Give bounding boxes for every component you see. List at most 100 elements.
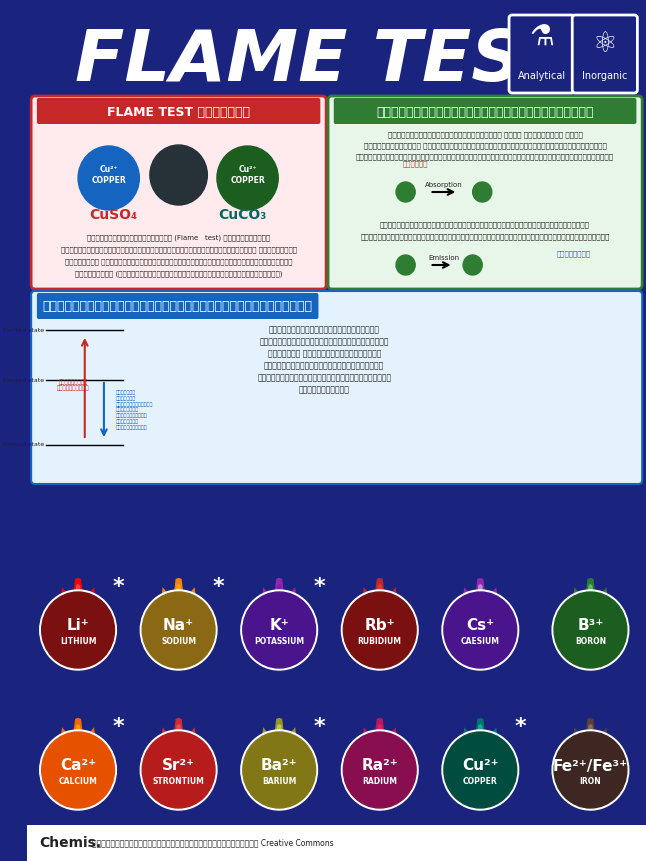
Circle shape — [442, 730, 519, 810]
Circle shape — [554, 592, 627, 668]
Circle shape — [342, 730, 418, 810]
Circle shape — [150, 145, 207, 205]
Polygon shape — [176, 596, 181, 620]
Text: ⚗: ⚗ — [529, 24, 554, 52]
Text: ⚛: ⚛ — [592, 30, 618, 58]
Circle shape — [344, 592, 416, 668]
Text: เมื่ออะตอมที่ได้รับพลังงาน เช่น จากการเผา หรือ: เมื่ออะตอมที่ได้รับพลังงาน เช่น จากการเผ… — [388, 132, 583, 139]
Circle shape — [554, 732, 627, 808]
Text: SODIUM: SODIUM — [161, 637, 196, 647]
Text: IRON: IRON — [579, 777, 601, 786]
Circle shape — [41, 592, 114, 668]
FancyBboxPatch shape — [27, 0, 646, 861]
FancyBboxPatch shape — [509, 15, 574, 93]
Polygon shape — [362, 587, 376, 620]
Polygon shape — [60, 587, 74, 620]
Polygon shape — [585, 584, 596, 620]
Text: *: * — [313, 717, 325, 737]
Polygon shape — [172, 724, 185, 759]
Circle shape — [342, 590, 418, 670]
Polygon shape — [76, 596, 81, 620]
Text: การดูด: การดูด — [402, 160, 428, 167]
Text: BARIUM: BARIUM — [262, 777, 297, 786]
FancyBboxPatch shape — [328, 96, 642, 289]
Text: ผลงานชิ้นนี้อยู่ภายใต้การคุ้มครองของ Creative Commons: ผลงานชิ้นนี้อยู่ภายใต้การคุ้มครองของ Cre… — [92, 839, 337, 847]
Polygon shape — [276, 735, 282, 759]
Text: RADIUM: RADIUM — [362, 777, 397, 786]
Polygon shape — [183, 728, 196, 759]
Polygon shape — [169, 578, 189, 620]
Polygon shape — [60, 728, 74, 759]
FancyBboxPatch shape — [31, 291, 642, 484]
Text: *: * — [112, 577, 124, 597]
Polygon shape — [374, 724, 386, 759]
Circle shape — [396, 255, 415, 275]
Text: ต่างกันด้วย: ต่างกันด้วย — [298, 386, 349, 394]
Text: *: * — [313, 577, 325, 597]
Polygon shape — [470, 718, 490, 759]
Polygon shape — [161, 728, 174, 759]
Text: COPPER: COPPER — [463, 777, 497, 786]
Text: FLAME TEST: FLAME TEST — [76, 28, 573, 96]
Text: Cu²⁺: Cu²⁺ — [462, 759, 499, 773]
Polygon shape — [581, 578, 601, 620]
Text: CuSO₄: CuSO₄ — [89, 208, 138, 222]
Circle shape — [40, 730, 116, 810]
Text: STRONTIUM: STRONTIUM — [152, 777, 205, 786]
Circle shape — [78, 146, 140, 210]
Text: FLAME TEST คืออะไร: FLAME TEST คืออะไร — [107, 106, 250, 119]
Text: ไฟเผาสาร สารที่มีไอออนของโลหะเหมือนกันจะให้สีเปลวไฟที่: ไฟเผาสาร สารที่มีไอออนของโลหะเหมือนกันจะ… — [65, 258, 293, 265]
Text: RUBIDIUM: RUBIDIUM — [358, 637, 402, 647]
Polygon shape — [72, 724, 84, 759]
Text: BORON: BORON — [575, 637, 606, 647]
Polygon shape — [588, 735, 593, 759]
Polygon shape — [68, 718, 88, 759]
Circle shape — [140, 730, 217, 810]
Text: แสดงว่า
พลังงาน
ออกมาในปริมาณ
น้อยกว่า
สงผลให้เกิด
สีเปลวไฟ
ต่างกันด้วย: แสดงว่า พลังงาน ออกมาในปริมาณ น้อยกว่า ส… — [116, 390, 153, 430]
Polygon shape — [474, 724, 486, 759]
Polygon shape — [384, 587, 398, 620]
Text: แสงสีม่วง
พลังงานสูง: แสงสีม่วง พลังงานสูง — [57, 379, 90, 391]
Text: จากกระแสไฟฟ้า อิเล็กตรอนมีพลังงานสูงขึ้นจนเลื่อนไปอยู่ใน: จากกระแสไฟฟ้า อิเล็กตรอนมีพลังงานสูงขึ้น… — [364, 143, 607, 149]
Polygon shape — [463, 587, 476, 620]
Circle shape — [444, 592, 517, 668]
Text: เหมือนกัน (สีของเปลวไฟนำจำเป็นต้องเหมือนสีของผลึก): เหมือนกัน (สีของเปลวไฟนำจำเป็นต้องเหมือน… — [75, 270, 282, 277]
Text: Inorganic: Inorganic — [582, 71, 627, 81]
Polygon shape — [581, 718, 601, 759]
Polygon shape — [161, 587, 174, 620]
Polygon shape — [594, 587, 609, 620]
Polygon shape — [463, 728, 476, 759]
Circle shape — [241, 590, 317, 670]
Text: Ba²⁺: Ba²⁺ — [261, 759, 298, 773]
Polygon shape — [269, 718, 289, 759]
Text: เสถียรของอะตอมและกลับลงมาอยู่ในระดับพลังงานที่ต่ำกว่าเดิม: เสถียรของอะตอมและกลับลงมาอยู่ในระดับพลัง… — [360, 233, 610, 240]
Polygon shape — [572, 587, 587, 620]
Text: *: * — [515, 717, 526, 737]
Polygon shape — [588, 596, 593, 620]
Text: Excited state: Excited state — [3, 377, 45, 382]
Text: Cs⁺: Cs⁺ — [466, 618, 494, 634]
Text: Cu²⁺
COPPER: Cu²⁺ COPPER — [230, 165, 265, 185]
FancyBboxPatch shape — [37, 98, 320, 124]
Circle shape — [344, 732, 416, 808]
Text: ทำไมเปลวไฟถึงได้จึงมีสีที่แตกต่างกัน: ทำไมเปลวไฟถึงได้จึงมีสีที่แตกต่างกัน — [43, 300, 313, 313]
Polygon shape — [478, 735, 483, 759]
Text: Excited state: Excited state — [3, 327, 45, 332]
Text: Cu²⁺
COPPER: Cu²⁺ COPPER — [91, 165, 126, 185]
Circle shape — [41, 732, 114, 808]
Text: *: * — [112, 717, 124, 737]
Text: ต่างกันสงผลให้เกิดสีเปลวไฟที่: ต่างกันสงผลให้เกิดสีเปลวไฟที่ — [257, 374, 391, 382]
Circle shape — [473, 182, 492, 202]
Text: CAESIUM: CAESIUM — [461, 637, 500, 647]
Text: Rb⁺: Rb⁺ — [364, 618, 395, 634]
FancyBboxPatch shape — [572, 15, 638, 93]
Circle shape — [243, 592, 316, 668]
Text: POTASSIUM: POTASSIUM — [254, 637, 304, 647]
Text: Emission: Emission — [428, 255, 459, 261]
Polygon shape — [68, 578, 88, 620]
Circle shape — [463, 255, 482, 275]
Text: CuCO₃: CuCO₃ — [218, 208, 267, 222]
Polygon shape — [273, 724, 285, 759]
Text: Sr²⁺: Sr²⁺ — [162, 759, 195, 773]
Text: สีของเปลวไฟเกิดขึ้นได้อย่างไร: สีของเปลวไฟเกิดขึ้นได้อย่างไร — [377, 106, 594, 119]
